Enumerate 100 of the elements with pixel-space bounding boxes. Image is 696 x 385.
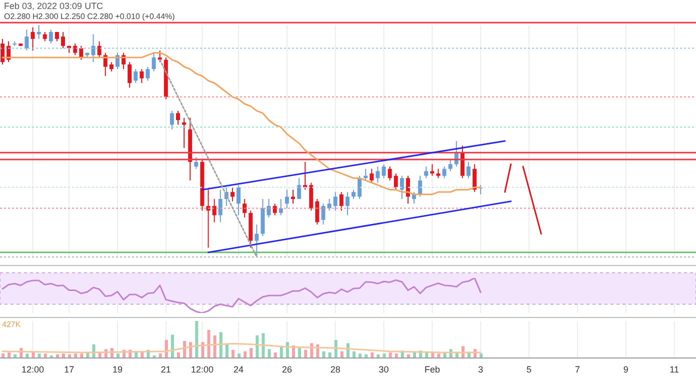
candlestick xyxy=(460,145,464,179)
bar xyxy=(358,354,362,358)
candlestick xyxy=(309,182,314,212)
candlestick xyxy=(242,198,247,218)
candlestick xyxy=(30,26,35,52)
bar xyxy=(340,351,344,358)
candlestick xyxy=(297,178,302,200)
x-tick-label: 11 xyxy=(670,364,679,374)
bar xyxy=(280,346,283,358)
bar xyxy=(352,351,356,358)
candlestick xyxy=(430,164,434,176)
candlestick xyxy=(0,38,4,65)
candlestick xyxy=(176,110,180,126)
candlestick xyxy=(284,189,289,209)
candlestick xyxy=(146,66,150,82)
candlestick xyxy=(170,110,174,130)
bar xyxy=(262,333,265,358)
bar xyxy=(328,352,332,358)
candlestick xyxy=(345,192,350,216)
candlestick xyxy=(291,189,295,204)
candlestick xyxy=(376,166,380,184)
candlestick xyxy=(140,68,144,84)
x-tick-label: 12:00 xyxy=(22,364,44,374)
bar xyxy=(304,350,308,358)
candlestick xyxy=(436,168,440,179)
candlestick xyxy=(321,203,326,226)
bar xyxy=(80,354,84,358)
candlestick xyxy=(339,192,344,212)
candlestick xyxy=(254,224,259,257)
candlestick xyxy=(230,186,234,202)
bar xyxy=(170,334,174,358)
candlestick xyxy=(448,159,452,172)
candlestick xyxy=(333,192,338,212)
candlestick xyxy=(109,62,114,72)
candlestick xyxy=(327,198,332,212)
chart-title: Feb 03, 2022 03:09 UTC xyxy=(4,1,104,11)
candlestick xyxy=(48,29,53,44)
candlestick xyxy=(182,117,186,148)
bar xyxy=(382,354,386,358)
candlestick xyxy=(42,31,47,42)
candlestick xyxy=(394,172,398,190)
candlestick xyxy=(236,184,241,216)
candlestick xyxy=(442,166,446,179)
x-tick-label: 9 xyxy=(623,364,628,374)
candlestick xyxy=(358,175,362,200)
bar xyxy=(213,335,216,358)
x-tick-label: Feb xyxy=(424,364,440,374)
bar xyxy=(322,351,326,358)
bar xyxy=(274,352,277,358)
candlestick xyxy=(303,161,308,190)
candlestick xyxy=(97,40,102,58)
x-tick-label: 19 xyxy=(112,364,123,374)
x-tick-label: 24 xyxy=(234,364,244,374)
candlestick xyxy=(472,164,477,193)
bar xyxy=(238,354,241,358)
candlestick xyxy=(424,166,428,179)
bar xyxy=(38,354,41,358)
candlestick xyxy=(388,166,392,181)
bar xyxy=(177,352,180,358)
bar xyxy=(250,348,253,358)
candlestick xyxy=(194,156,198,170)
candlestick xyxy=(115,52,120,70)
candlestick xyxy=(370,168,374,184)
candlestick xyxy=(218,189,222,223)
bar xyxy=(1,354,4,358)
x-tick-label: 5 xyxy=(526,364,532,374)
bar xyxy=(116,354,120,358)
bar xyxy=(62,354,66,358)
candlestick xyxy=(278,198,283,216)
bar xyxy=(158,354,162,358)
candlestick xyxy=(73,43,78,56)
x-tick-label: 7 xyxy=(574,364,580,374)
candlestick xyxy=(128,62,132,88)
chart-subtitle: O2.280 H2.300 L2.250 C2.280 +0.010 (+0.44%) xyxy=(4,12,175,21)
candlestick xyxy=(103,52,108,77)
bar xyxy=(394,354,398,358)
candlestick xyxy=(466,161,471,179)
x-tick-label: 3 xyxy=(478,364,484,374)
bar xyxy=(44,354,47,358)
x-tick-label: 12:00 xyxy=(190,364,214,374)
x-tick-label: 21 xyxy=(160,364,171,374)
bar xyxy=(437,354,440,358)
bar xyxy=(219,332,222,358)
bar xyxy=(268,349,271,358)
annotation: 427K xyxy=(2,320,21,329)
candlestick xyxy=(134,68,138,84)
candlestick xyxy=(266,198,271,218)
x-tick-label: 26 xyxy=(282,364,292,374)
bar xyxy=(298,348,302,358)
candlestick xyxy=(61,31,66,49)
candlestick xyxy=(352,189,356,200)
candlestick xyxy=(91,34,96,63)
x-tick-label: 30 xyxy=(378,364,389,374)
bar xyxy=(480,354,483,358)
bar xyxy=(231,350,234,358)
x-tick-label: 17 xyxy=(64,364,74,374)
candlestick xyxy=(315,198,320,226)
bar xyxy=(244,351,247,358)
bar xyxy=(207,330,210,358)
candlestick xyxy=(36,25,41,40)
